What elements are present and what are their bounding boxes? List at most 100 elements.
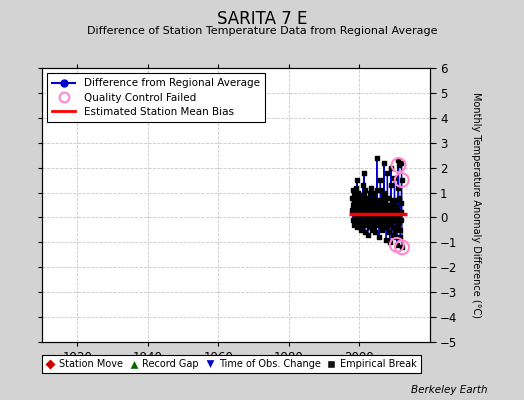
Point bbox=[386, 219, 395, 226]
Point bbox=[391, 227, 399, 233]
Point bbox=[358, 209, 367, 216]
Point bbox=[397, 217, 406, 223]
Point bbox=[390, 174, 399, 181]
Point bbox=[371, 229, 379, 236]
Point bbox=[356, 207, 364, 213]
Point bbox=[388, 217, 396, 223]
Point bbox=[377, 217, 385, 223]
Point bbox=[393, 214, 401, 221]
Point bbox=[397, 160, 406, 166]
Point bbox=[352, 224, 361, 231]
Point bbox=[390, 217, 398, 223]
Point bbox=[395, 162, 403, 168]
Point bbox=[351, 204, 359, 211]
Point bbox=[395, 212, 403, 218]
Point bbox=[388, 209, 397, 216]
Point bbox=[350, 209, 358, 216]
Point bbox=[355, 192, 363, 198]
Point bbox=[354, 197, 362, 203]
Point bbox=[358, 182, 367, 188]
Point bbox=[386, 239, 394, 246]
Point bbox=[392, 217, 400, 223]
Point bbox=[353, 177, 362, 183]
Text: Difference of Station Temperature Data from Regional Average: Difference of Station Temperature Data f… bbox=[87, 26, 437, 36]
Point bbox=[372, 219, 380, 226]
Point bbox=[365, 202, 373, 208]
Point bbox=[397, 199, 405, 206]
Point bbox=[355, 202, 363, 208]
Point bbox=[361, 229, 369, 236]
Point bbox=[379, 194, 387, 201]
Point bbox=[363, 194, 372, 201]
Point bbox=[358, 197, 366, 203]
Point bbox=[378, 207, 386, 213]
Point bbox=[368, 197, 377, 203]
Point bbox=[398, 177, 406, 183]
Point bbox=[389, 207, 397, 213]
Point bbox=[367, 184, 375, 191]
Point bbox=[395, 194, 403, 201]
Point bbox=[374, 222, 383, 228]
Point bbox=[395, 219, 403, 226]
Point bbox=[380, 219, 389, 226]
Point bbox=[365, 209, 373, 216]
Point bbox=[391, 214, 399, 221]
Text: SARITA 7 E: SARITA 7 E bbox=[217, 10, 307, 28]
Point bbox=[389, 232, 398, 238]
Point bbox=[359, 219, 367, 226]
Point bbox=[362, 217, 370, 223]
Point bbox=[398, 177, 406, 183]
Point bbox=[373, 154, 381, 161]
Point bbox=[383, 170, 391, 176]
Point bbox=[387, 204, 396, 211]
Y-axis label: Monthly Temperature Anomaly Difference (°C): Monthly Temperature Anomaly Difference (… bbox=[472, 92, 482, 318]
Point bbox=[392, 242, 401, 248]
Point bbox=[348, 207, 357, 213]
Legend: Difference from Regional Average, Quality Control Failed, Estimated Station Mean: Difference from Regional Average, Qualit… bbox=[47, 73, 265, 122]
Point bbox=[363, 209, 371, 216]
Point bbox=[359, 170, 368, 176]
Point bbox=[385, 214, 393, 221]
Point bbox=[380, 189, 388, 196]
Point bbox=[388, 224, 397, 231]
Point bbox=[359, 197, 367, 203]
Point bbox=[392, 242, 401, 248]
Point bbox=[380, 160, 388, 166]
Point bbox=[366, 199, 375, 206]
Point bbox=[374, 209, 383, 216]
Point bbox=[355, 217, 364, 223]
Point bbox=[395, 162, 403, 168]
Point bbox=[357, 222, 366, 228]
Point bbox=[396, 227, 404, 233]
Point bbox=[383, 202, 391, 208]
Point bbox=[356, 192, 364, 198]
Point bbox=[354, 219, 362, 226]
Point bbox=[396, 209, 404, 216]
Point bbox=[354, 189, 363, 196]
Point bbox=[367, 219, 376, 226]
Point bbox=[361, 212, 369, 218]
Point bbox=[384, 194, 392, 201]
Point bbox=[349, 202, 357, 208]
Point bbox=[397, 209, 405, 216]
Point bbox=[371, 212, 379, 218]
Point bbox=[380, 209, 389, 216]
Point bbox=[367, 202, 375, 208]
Point bbox=[351, 189, 359, 196]
Point bbox=[351, 192, 359, 198]
Point bbox=[368, 227, 376, 233]
Point bbox=[356, 227, 365, 233]
Point bbox=[370, 207, 379, 213]
Point bbox=[394, 157, 402, 163]
Point bbox=[375, 234, 384, 240]
Point bbox=[383, 214, 391, 221]
Point bbox=[373, 214, 381, 221]
Point bbox=[358, 204, 366, 211]
Point bbox=[353, 207, 362, 213]
Point bbox=[376, 204, 384, 211]
Point bbox=[362, 222, 370, 228]
Point bbox=[364, 232, 372, 238]
Point bbox=[370, 202, 378, 208]
Point bbox=[385, 209, 394, 216]
Point bbox=[372, 199, 380, 206]
